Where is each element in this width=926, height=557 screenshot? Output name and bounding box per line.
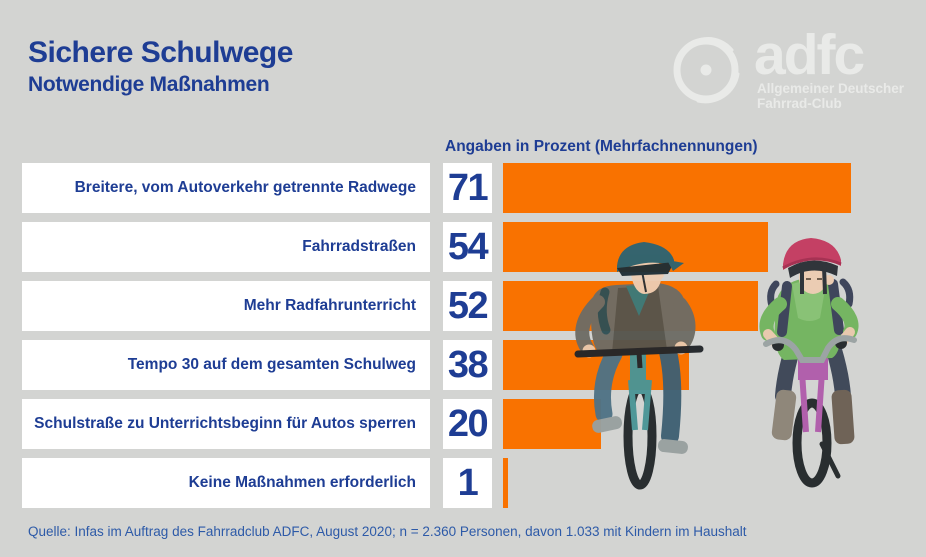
category-label-box: Tempo 30 auf dem gesamten Schulweg bbox=[22, 340, 430, 390]
bar-track bbox=[503, 399, 926, 449]
category-label: Mehr Radfahrunterricht bbox=[243, 297, 416, 314]
adfc-wheel-icon bbox=[673, 37, 740, 104]
category-label-box: Schulstraße zu Unterrichtsbeginn für Aut… bbox=[22, 399, 430, 449]
children-cyclists-illustration bbox=[574, 238, 859, 490]
chart-row: Schulstraße zu Unterrichtsbeginn für Aut… bbox=[22, 399, 926, 449]
category-label-box: Breitere, vom Autoverkehr getrennte Radw… bbox=[22, 163, 430, 213]
value-box: 1 bbox=[443, 458, 492, 508]
category-label-box: Keine Maßnahmen erforderlich bbox=[22, 458, 430, 508]
value-label: 20 bbox=[447, 402, 489, 445]
category-label-box: Mehr Radfahrunterricht bbox=[22, 281, 430, 331]
page-subtitle: Notwendige Maßnahmen bbox=[28, 73, 270, 96]
category-label: Tempo 30 auf dem gesamten Schulweg bbox=[127, 356, 416, 373]
category-label: Schulstraße zu Unterrichtsbeginn für Aut… bbox=[34, 415, 416, 432]
chart-row: Breitere, vom Autoverkehr getrennte Radw… bbox=[22, 163, 926, 213]
bar-track bbox=[503, 163, 926, 213]
value-box: 20 bbox=[443, 399, 492, 449]
category-label: Keine Maßnahmen erforderlich bbox=[188, 474, 416, 491]
source-note: Quelle: Infas im Auftrag des Fahrradclub… bbox=[28, 524, 747, 539]
adfc-tagline-line2: Fahrrad-Club bbox=[757, 96, 842, 111]
category-label-box: Fahrradstraßen bbox=[22, 222, 430, 272]
bar bbox=[503, 163, 851, 213]
value-box: 52 bbox=[443, 281, 492, 331]
value-box: 54 bbox=[443, 222, 492, 272]
page-title: Sichere Schulwege bbox=[28, 36, 293, 69]
value-label: 38 bbox=[447, 343, 489, 386]
chart-row: Tempo 30 auf dem gesamten Schulweg 38 bbox=[22, 340, 926, 390]
right-cyclist bbox=[759, 238, 859, 488]
adfc-tagline-line1: Allgemeiner Deutscher bbox=[757, 81, 905, 96]
bar-track bbox=[503, 458, 926, 508]
adfc-tagline: Allgemeiner Deutscher Fahrrad-Club bbox=[757, 81, 904, 111]
value-label: 71 bbox=[447, 166, 489, 209]
bar bbox=[503, 458, 508, 508]
bar-chart: Breitere, vom Autoverkehr getrennte Radw… bbox=[22, 163, 926, 517]
adfc-logo: adfc Allgemeiner Deutscher Fahrrad-Club bbox=[668, 23, 908, 123]
adfc-logo-text: adfc Allgemeiner Deutscher Fahrrad-Club bbox=[754, 23, 904, 112]
value-label: 1 bbox=[457, 461, 479, 504]
chart-row: Fahrradstraßen 54 bbox=[22, 222, 926, 272]
category-label: Fahrradstraßen bbox=[302, 238, 416, 255]
value-box: 71 bbox=[443, 163, 492, 213]
chart-units-label: Angaben in Prozent (Mehrfachnennungen) bbox=[445, 138, 758, 155]
bar bbox=[503, 399, 601, 449]
value-box: 38 bbox=[443, 340, 492, 390]
value-label: 52 bbox=[447, 284, 489, 327]
category-label: Breitere, vom Autoverkehr getrennte Radw… bbox=[74, 179, 416, 196]
chart-row: Keine Maßnahmen erforderlich 1 bbox=[22, 458, 926, 508]
value-label: 54 bbox=[447, 225, 489, 268]
left-cyclist bbox=[574, 242, 704, 490]
adfc-wordmark: adfc bbox=[754, 23, 865, 87]
